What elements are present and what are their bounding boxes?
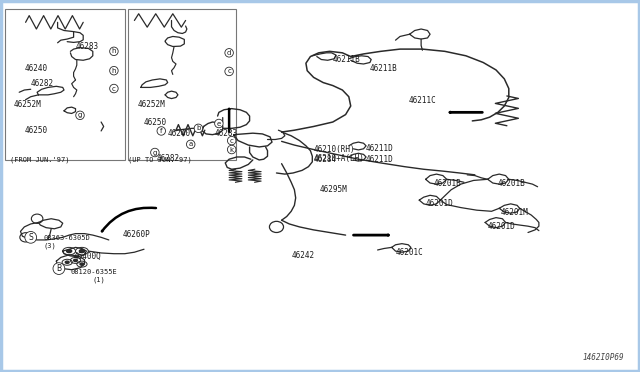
Text: 46211D: 46211D bbox=[366, 155, 394, 164]
Text: 46211C: 46211C bbox=[408, 96, 436, 105]
Text: c: c bbox=[227, 68, 231, 74]
Text: e: e bbox=[217, 121, 221, 126]
Text: g: g bbox=[153, 150, 157, 155]
Text: 46283: 46283 bbox=[76, 42, 99, 51]
Text: (3): (3) bbox=[44, 242, 56, 249]
Text: 46282: 46282 bbox=[31, 79, 54, 88]
Text: 46211D: 46211D bbox=[366, 144, 394, 153]
Text: c: c bbox=[230, 138, 234, 144]
Text: 46282: 46282 bbox=[157, 154, 180, 163]
Text: (UP TO JUN.'97): (UP TO JUN.'97) bbox=[128, 157, 192, 163]
Text: 46240: 46240 bbox=[24, 64, 47, 73]
Text: h: h bbox=[111, 48, 116, 54]
Circle shape bbox=[80, 263, 84, 265]
Text: 46210+A(LH): 46210+A(LH) bbox=[314, 154, 364, 163]
Text: 46210(RH): 46210(RH) bbox=[314, 145, 355, 154]
Text: B: B bbox=[56, 264, 61, 273]
Text: 46242: 46242 bbox=[291, 251, 314, 260]
Text: 1462I0P69: 1462I0P69 bbox=[582, 353, 624, 362]
Text: f: f bbox=[160, 128, 163, 134]
Text: 46250: 46250 bbox=[24, 126, 47, 135]
Text: 46201D: 46201D bbox=[426, 199, 453, 208]
Circle shape bbox=[67, 250, 72, 253]
Text: S: S bbox=[28, 233, 33, 242]
Text: d: d bbox=[227, 50, 231, 56]
Text: 46250: 46250 bbox=[144, 118, 167, 126]
Text: 46252M: 46252M bbox=[138, 100, 165, 109]
Text: 46260P: 46260P bbox=[123, 230, 150, 239]
Text: 46240: 46240 bbox=[168, 129, 191, 138]
Text: k: k bbox=[230, 147, 234, 153]
Text: 46400Q: 46400Q bbox=[74, 252, 101, 261]
Text: (FROM JUN.'97): (FROM JUN.'97) bbox=[10, 157, 69, 163]
Text: b: b bbox=[196, 125, 200, 131]
Text: h: h bbox=[111, 68, 116, 74]
Text: 08363-6305D: 08363-6305D bbox=[44, 235, 90, 241]
Text: 46211B: 46211B bbox=[370, 64, 397, 73]
Text: (1): (1) bbox=[93, 276, 106, 283]
Text: 46201B: 46201B bbox=[434, 179, 461, 187]
Text: g: g bbox=[78, 112, 82, 118]
Circle shape bbox=[79, 250, 84, 253]
Text: 46295M: 46295M bbox=[320, 185, 348, 194]
Text: 46283: 46283 bbox=[214, 129, 237, 138]
Text: 46211B: 46211B bbox=[333, 55, 360, 64]
Text: 46201M: 46201M bbox=[500, 208, 528, 217]
Text: 46252M: 46252M bbox=[14, 100, 42, 109]
Text: a: a bbox=[189, 141, 193, 147]
Text: 46284: 46284 bbox=[314, 155, 337, 164]
Text: 46201C: 46201C bbox=[396, 248, 423, 257]
Text: 08120-6355E: 08120-6355E bbox=[70, 269, 117, 275]
Text: 46201D: 46201D bbox=[488, 222, 515, 231]
Circle shape bbox=[74, 259, 77, 262]
Text: c: c bbox=[112, 86, 116, 92]
Text: 46201B: 46201B bbox=[498, 179, 525, 187]
Circle shape bbox=[65, 261, 69, 263]
Bar bbox=[5, 9, 125, 160]
Bar bbox=[128, 9, 236, 160]
